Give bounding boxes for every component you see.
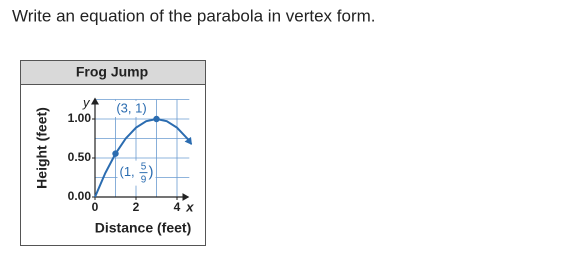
point-label: (1, xyxy=(120,164,135,179)
point xyxy=(112,150,119,157)
y-axis-letter: y xyxy=(82,95,91,110)
x-axis-letter: x xyxy=(185,199,194,214)
chart-title: Frog Jump xyxy=(76,64,148,80)
point-label-numerator: 5 xyxy=(141,161,147,172)
label-bg xyxy=(117,160,156,186)
point-label-denominator: 9 xyxy=(141,174,147,185)
x-tick-label: 4 xyxy=(174,200,181,214)
point xyxy=(153,115,160,123)
title-band xyxy=(21,61,205,84)
point-label: (3, 1) xyxy=(116,100,146,115)
label-bg xyxy=(111,101,152,117)
y-tick-label: 0.50 xyxy=(68,150,92,164)
y-tick-label: 1.00 xyxy=(68,111,92,125)
curve xyxy=(94,117,193,198)
x-axis-title: Distance (feet) xyxy=(95,220,191,236)
point-label: ) xyxy=(149,164,154,181)
x-tick-label: 0 xyxy=(92,200,99,214)
y-tick-label: 0.00 xyxy=(68,189,92,203)
y-axis-title: Height (feet) xyxy=(34,107,50,189)
question: Write an equation of the parabola in ver… xyxy=(12,6,376,25)
x-tick-label: 2 xyxy=(133,200,140,214)
